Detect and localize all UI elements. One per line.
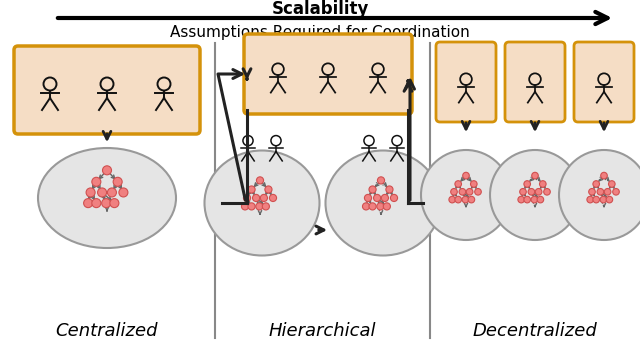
Circle shape [524, 196, 531, 203]
Circle shape [119, 188, 128, 197]
Circle shape [604, 189, 611, 195]
Circle shape [455, 196, 461, 203]
Circle shape [449, 196, 456, 203]
Circle shape [257, 177, 264, 184]
FancyBboxPatch shape [14, 46, 200, 134]
FancyBboxPatch shape [505, 42, 565, 122]
Circle shape [528, 189, 534, 195]
Circle shape [600, 196, 607, 203]
Circle shape [609, 181, 615, 187]
Circle shape [364, 194, 372, 202]
Circle shape [262, 203, 269, 210]
Circle shape [102, 166, 111, 175]
Circle shape [463, 172, 469, 179]
Circle shape [377, 203, 384, 210]
Circle shape [462, 196, 468, 203]
Circle shape [589, 189, 595, 195]
Circle shape [369, 186, 376, 193]
Circle shape [381, 194, 388, 202]
Circle shape [84, 199, 93, 208]
Text: Hierarchical: Hierarchical [268, 322, 376, 340]
Circle shape [269, 194, 276, 202]
Circle shape [378, 177, 385, 184]
Circle shape [362, 203, 370, 210]
Circle shape [97, 188, 107, 197]
Circle shape [459, 189, 466, 195]
FancyBboxPatch shape [574, 42, 634, 122]
Ellipse shape [559, 150, 640, 240]
Circle shape [102, 199, 111, 208]
Circle shape [86, 188, 95, 197]
Ellipse shape [421, 150, 511, 240]
Circle shape [518, 196, 525, 203]
Circle shape [468, 196, 475, 203]
Circle shape [535, 189, 542, 195]
Circle shape [248, 203, 255, 210]
Circle shape [256, 203, 263, 210]
Circle shape [92, 177, 101, 186]
Circle shape [390, 194, 397, 202]
Circle shape [383, 203, 390, 210]
Circle shape [520, 189, 526, 195]
Circle shape [248, 186, 255, 193]
Circle shape [253, 194, 260, 202]
Circle shape [467, 189, 473, 195]
Circle shape [593, 181, 600, 187]
Ellipse shape [205, 150, 319, 256]
Circle shape [531, 196, 538, 203]
Circle shape [265, 186, 272, 193]
Circle shape [544, 189, 550, 195]
Circle shape [597, 189, 604, 195]
FancyBboxPatch shape [244, 34, 412, 114]
Text: Centralized: Centralized [56, 322, 158, 340]
Circle shape [110, 199, 119, 208]
Circle shape [524, 181, 531, 187]
Circle shape [386, 186, 393, 193]
Circle shape [540, 181, 546, 187]
Text: Assumptions Required for Coordination: Assumptions Required for Coordination [170, 24, 470, 39]
Circle shape [537, 196, 544, 203]
Circle shape [92, 199, 101, 208]
Ellipse shape [490, 150, 580, 240]
Ellipse shape [326, 150, 440, 256]
Circle shape [243, 194, 251, 202]
Text: Decentralized: Decentralized [472, 322, 597, 340]
Circle shape [451, 189, 458, 195]
Circle shape [532, 172, 538, 179]
Circle shape [470, 181, 477, 187]
Circle shape [587, 196, 593, 203]
Circle shape [601, 172, 607, 179]
Circle shape [612, 189, 620, 195]
Ellipse shape [38, 148, 176, 248]
Circle shape [369, 203, 376, 210]
FancyBboxPatch shape [436, 42, 496, 122]
Circle shape [606, 196, 612, 203]
Text: Scalability: Scalability [271, 0, 369, 18]
Circle shape [475, 189, 481, 195]
Circle shape [241, 203, 248, 210]
Circle shape [113, 177, 122, 186]
Circle shape [455, 181, 461, 187]
Circle shape [374, 194, 381, 202]
Circle shape [260, 194, 268, 202]
Circle shape [593, 196, 600, 203]
Circle shape [108, 188, 116, 197]
